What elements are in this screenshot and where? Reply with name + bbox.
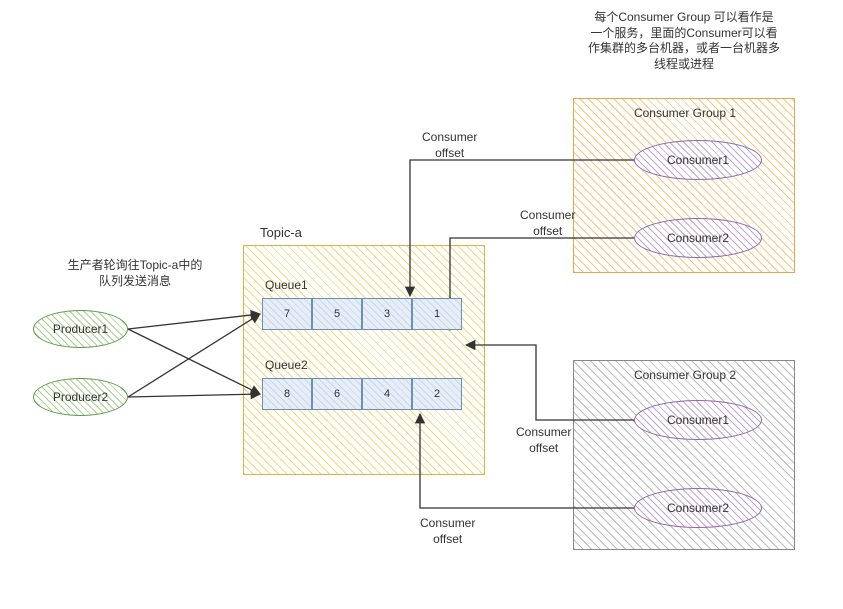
producer-1: Producer1 (33, 310, 128, 348)
consumer-group-2-title: Consumer Group 2 (600, 368, 770, 384)
consumer-g2-1: Consumer1 (634, 400, 762, 440)
note-producer: 生产者轮询往Topic-a中的 队列发送消息 (50, 258, 220, 289)
consumer-g2-2-label: Consumer2 (667, 501, 729, 515)
producer-2: Producer2 (33, 378, 128, 416)
offset-label-3: Consumer offset (516, 425, 571, 456)
consumer-g1-1: Consumer1 (634, 140, 762, 180)
queue-cell: 3 (362, 298, 412, 330)
offset-label-2: Consumer offset (520, 208, 575, 239)
topic-title: Topic-a (260, 225, 302, 242)
consumer-g1-2-label: Consumer2 (667, 231, 729, 245)
queue-cell: 4 (362, 378, 412, 410)
queue-cell: 8 (262, 378, 312, 410)
offset-label-1: Consumer offset (422, 130, 477, 161)
note-consumer-group: 每个Consumer Group 可以看作是 一个服务，里面的Consumer可… (560, 10, 808, 72)
consumer-group-1-title: Consumer Group 1 (600, 106, 770, 122)
producer-1-label: Producer1 (53, 322, 108, 336)
consumer-g1-2: Consumer2 (634, 218, 762, 258)
consumer-g2-2: Consumer2 (634, 488, 762, 528)
consumer-g1-1-label: Consumer1 (667, 153, 729, 167)
offset-label-4: Consumer offset (420, 516, 475, 547)
producer-2-label: Producer2 (53, 390, 108, 404)
queue2-title: Queue2 (265, 358, 308, 374)
queue-cell: 7 (262, 298, 312, 330)
queue-cell: 2 (412, 378, 462, 410)
queue1-title: Queue1 (265, 278, 308, 294)
consumer-g2-1-label: Consumer1 (667, 413, 729, 427)
queue-cell: 1 (412, 298, 462, 330)
queue-cell: 6 (312, 378, 362, 410)
queue-cell: 5 (312, 298, 362, 330)
